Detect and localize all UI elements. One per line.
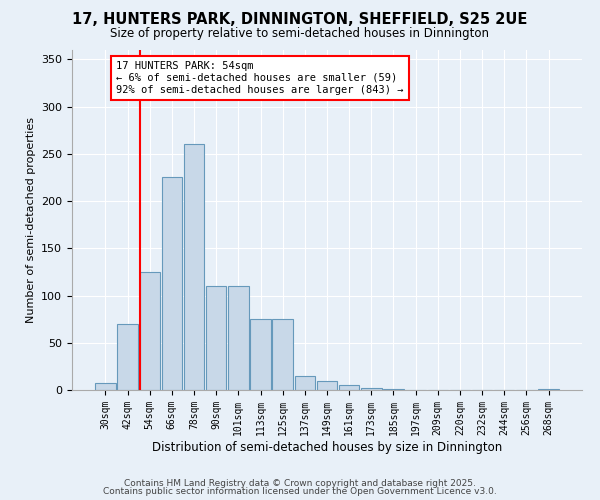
Bar [339, 386, 359, 390]
Text: Size of property relative to semi-detached houses in Dinnington: Size of property relative to semi-detach… [110, 28, 490, 40]
Bar [272, 319, 293, 390]
Bar [361, 388, 382, 390]
Bar [118, 324, 138, 390]
Bar [95, 384, 116, 390]
Bar [317, 380, 337, 390]
Text: Contains public sector information licensed under the Open Government Licence v3: Contains public sector information licen… [103, 487, 497, 496]
Bar [295, 376, 315, 390]
Bar [140, 272, 160, 390]
Bar [206, 286, 226, 390]
Bar [228, 286, 248, 390]
Bar [383, 389, 404, 390]
Y-axis label: Number of semi-detached properties: Number of semi-detached properties [26, 117, 35, 323]
Text: Contains HM Land Registry data © Crown copyright and database right 2025.: Contains HM Land Registry data © Crown c… [124, 478, 476, 488]
Bar [250, 319, 271, 390]
Text: 17 HUNTERS PARK: 54sqm
← 6% of semi-detached houses are smaller (59)
92% of semi: 17 HUNTERS PARK: 54sqm ← 6% of semi-deta… [116, 62, 404, 94]
Bar [161, 178, 182, 390]
Bar [184, 144, 204, 390]
Bar [538, 389, 559, 390]
X-axis label: Distribution of semi-detached houses by size in Dinnington: Distribution of semi-detached houses by … [152, 440, 502, 454]
Text: 17, HUNTERS PARK, DINNINGTON, SHEFFIELD, S25 2UE: 17, HUNTERS PARK, DINNINGTON, SHEFFIELD,… [73, 12, 527, 28]
